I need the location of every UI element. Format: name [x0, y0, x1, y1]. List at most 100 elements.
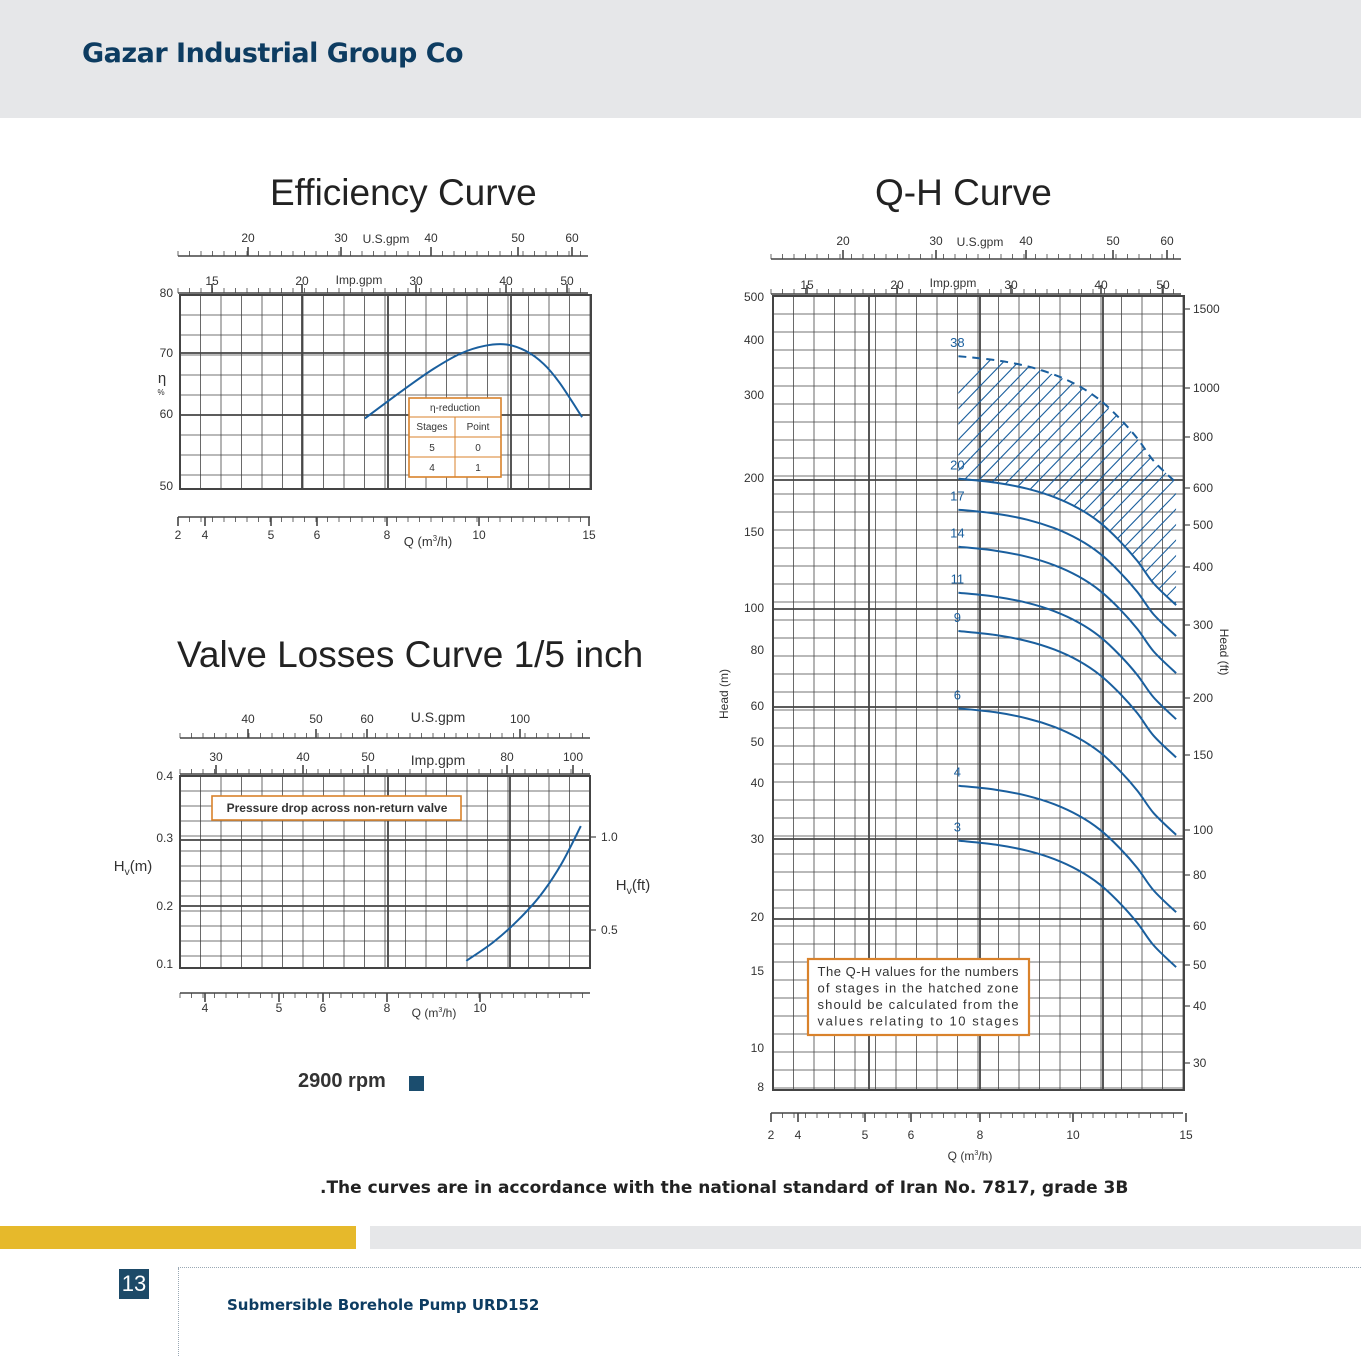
eff-xtick-label: 6: [314, 528, 321, 542]
qh-frame: [772, 295, 1185, 1091]
product-name: Submersible Borehole Pump URD152: [227, 1296, 540, 1314]
qh-usgpm-tick: 60: [1160, 234, 1174, 248]
eff-impgpm-tick: 30: [409, 274, 423, 288]
qh-hatch-line: [958, 356, 1016, 606]
valve-chart: 0.10.20.30.4Hv(m)1.00.5Hv(ft)4 5 6 8 10Q (m3…: [114, 709, 651, 1020]
qh-stage-label: 4: [954, 765, 961, 780]
efficiency-curve: [364, 343, 583, 420]
qh-y2tick-label: 60: [1193, 919, 1207, 933]
qh-title: Q-H Curve: [875, 172, 1052, 213]
eta-table-header: Point: [467, 422, 490, 433]
qh-stage-label: 17: [950, 489, 964, 504]
qh-y2tick-label: 100: [1193, 823, 1213, 837]
eff-usgpm-tick: 30: [334, 231, 348, 245]
qh-xtick-label: 6: [908, 1128, 915, 1142]
eta-table-header: Stages: [416, 422, 447, 433]
valve-annotation-box: [211, 795, 462, 821]
footer-divider-vertical: [178, 1268, 179, 1356]
valve-xtick-label: 10: [473, 1001, 487, 1015]
qh-hatch-line: [1195, 350, 1361, 660]
eta-table-cell: 1: [475, 463, 481, 474]
eta-table-cell: 4: [429, 463, 435, 474]
qh-chart: 8 10 15 20 30 40 50 60 80 100 150 200 300 400 500 Head …: [717, 234, 1361, 1163]
valve-impgpm-tick: 30: [209, 750, 223, 764]
valve-y2label: Hv(ft): [616, 877, 650, 897]
qh-annotation-box: The Q-H values for the numbers of stages …: [806, 957, 1031, 1037]
valve-xtick-label: 8: [384, 1001, 391, 1015]
qh-usgpm-label: U.S.gpm: [957, 235, 1004, 249]
qh-hatch-line: [958, 356, 1106, 606]
qh-ytick-label: 300: [744, 388, 764, 402]
eff-frame: [179, 294, 592, 490]
qh-curve-14-stages: [958, 545, 1177, 674]
qh-usgpm-tick: 30: [929, 234, 943, 248]
qh-stage-label: 3: [954, 820, 961, 835]
eff-xtick-label: 10: [472, 528, 486, 542]
qh-hatch-line: [958, 356, 1031, 606]
qh-xtick-label: 15: [1179, 1128, 1193, 1142]
valve-y2tick-label: 1.0: [601, 830, 618, 844]
eff-xlabel-sup: 3: [433, 534, 437, 543]
efficiency-title: Efficiency Curve: [270, 172, 537, 213]
qh-hatch-line: [1240, 350, 1361, 660]
valve-title: Valve Losses Curve 1/5 inch: [177, 634, 644, 675]
qh-stage-label: 38: [950, 335, 964, 350]
qh-ytick-label: 50: [751, 735, 765, 749]
eff-ytick-label: 50: [160, 479, 174, 493]
qh-annotation-line: values relating to 10 stages: [818, 1014, 1020, 1029]
qh-xlabel-main: Q (m: [948, 1149, 975, 1163]
valve-y2label-end: (ft): [632, 877, 650, 894]
qh-y2tick-label: 50: [1193, 958, 1207, 972]
qh-ytick-label: 40: [751, 776, 765, 790]
valve-impgpm-tick: 100: [563, 750, 583, 764]
qh-hatch-line: [1270, 350, 1361, 660]
eff-xtick-label: 15: [582, 528, 596, 542]
qh-curve-20-stages: [958, 477, 1177, 606]
qh-y2tick-label: 150: [1193, 748, 1213, 762]
qh-ytick-label: 8: [757, 1080, 764, 1094]
qh-hatch-line: [1300, 350, 1361, 660]
valve-y2label-sub: v: [627, 885, 633, 897]
qh-y2tick-label: 1000: [1193, 381, 1220, 395]
valve-xlabel-sup: 3: [438, 1005, 442, 1014]
footer-bar-gray: [370, 1226, 1361, 1249]
valve-ylabel-end: (m): [130, 858, 153, 875]
qh-hatch-line: [1225, 350, 1361, 660]
qh-hatch-line: [999, 356, 1177, 606]
qh-ytick-label: 15: [751, 964, 765, 978]
qh-xtick-label: 5: [862, 1128, 869, 1142]
qh-curve-17-stages: [958, 508, 1177, 637]
qh-curve-6-stages: [958, 707, 1177, 836]
qh-y2tick-label: 30: [1193, 1056, 1207, 1070]
qh-curve-11-stages: [958, 591, 1177, 720]
qh-hatch-line: [1315, 350, 1361, 660]
qh-ytick-label: 400: [744, 333, 764, 347]
valve-y2label-main: H: [616, 877, 627, 894]
valve-annotation-text: Pressure drop across non-return valve: [227, 801, 448, 815]
qh-hatch-line: [1119, 356, 1177, 606]
qh-impgpm-tick: 40: [1094, 278, 1108, 292]
valve-y2tick-label: 0.5: [601, 923, 618, 937]
qh-usgpm-tick: 50: [1106, 234, 1120, 248]
qh-ytick-label: 20: [751, 910, 765, 924]
valve-ytick-label: 0.3: [156, 831, 173, 845]
eff-usgpm-label: U.S.gpm: [363, 232, 410, 246]
qh-ytick-label: 500: [744, 290, 764, 304]
valve-impgpm-tick: 50: [361, 750, 375, 764]
valve-ytick-label: 0.4: [156, 769, 173, 783]
valve-impgpm-tick: 40: [296, 750, 310, 764]
qh-hatch-line: [1255, 350, 1361, 660]
eff-xlabel: Q (m3/h): [404, 534, 452, 549]
qh-ytick-label: 150: [744, 525, 764, 539]
qh-hatch-line: [958, 356, 1046, 606]
eff-xlabel-end: /h): [437, 534, 452, 549]
qh-curve-9-stages: [958, 630, 1177, 759]
qh-impgpm-tick: 15: [800, 278, 814, 292]
qh-hatch-line: [958, 356, 1061, 606]
header-band: [0, 0, 1361, 118]
eff-ylabel: η: [158, 370, 166, 387]
qh-hatch-line: [958, 356, 1076, 606]
qh-ytick-label: 30: [751, 832, 765, 846]
qh-y2tick-label: 400: [1193, 560, 1213, 574]
qh-stage-label: 20: [950, 458, 964, 473]
